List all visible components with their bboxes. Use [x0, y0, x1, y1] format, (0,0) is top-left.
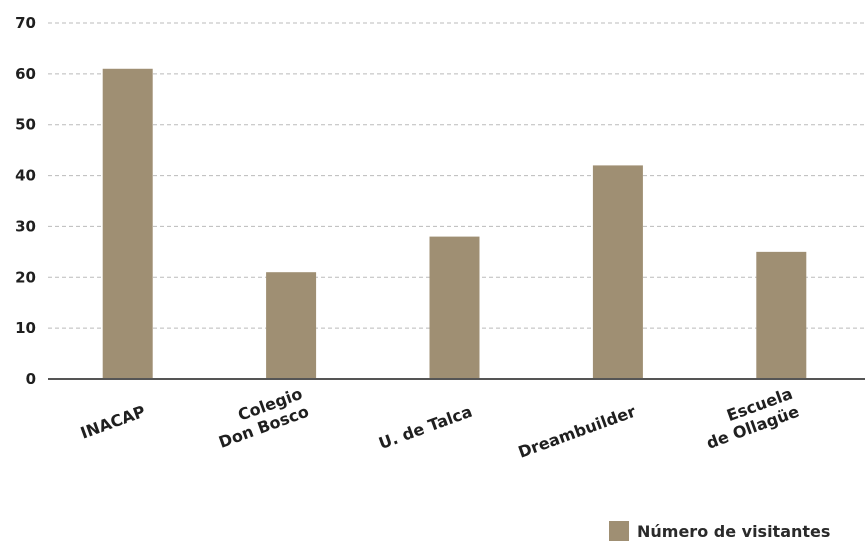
x-tick-label: U. de Talca — [376, 402, 475, 453]
y-tick-label: 20 — [15, 268, 36, 286]
legend-label: Número de visitantes — [637, 521, 831, 541]
x-tick-label-line: Dreambuilder — [516, 402, 639, 462]
bar — [429, 236, 480, 379]
x-tick-label-line: INACAP — [78, 402, 148, 443]
legend: Número de visitantes — [609, 520, 830, 542]
gridlines — [48, 22, 865, 329]
y-axis-ticks: 0 10 20 30 40 50 60 70 — [15, 14, 36, 388]
bars — [102, 68, 807, 380]
bar — [592, 165, 643, 379]
legend-swatch — [609, 521, 629, 541]
y-tick-label: 70 — [15, 14, 36, 32]
x-tick-label-line: U. de Talca — [376, 402, 475, 453]
y-tick-label: 60 — [15, 65, 36, 83]
y-tick-label: 50 — [15, 116, 36, 134]
y-tick-label: 30 — [15, 217, 36, 235]
bar — [102, 68, 153, 380]
y-tick-label: 0 — [26, 370, 36, 388]
y-tick-label: 40 — [15, 167, 36, 185]
bar — [266, 272, 317, 379]
x-tick-label: Dreambuilder — [516, 402, 639, 462]
bar — [756, 251, 807, 379]
y-tick-label: 10 — [15, 319, 36, 337]
x-tick-label: INACAP — [78, 402, 148, 443]
